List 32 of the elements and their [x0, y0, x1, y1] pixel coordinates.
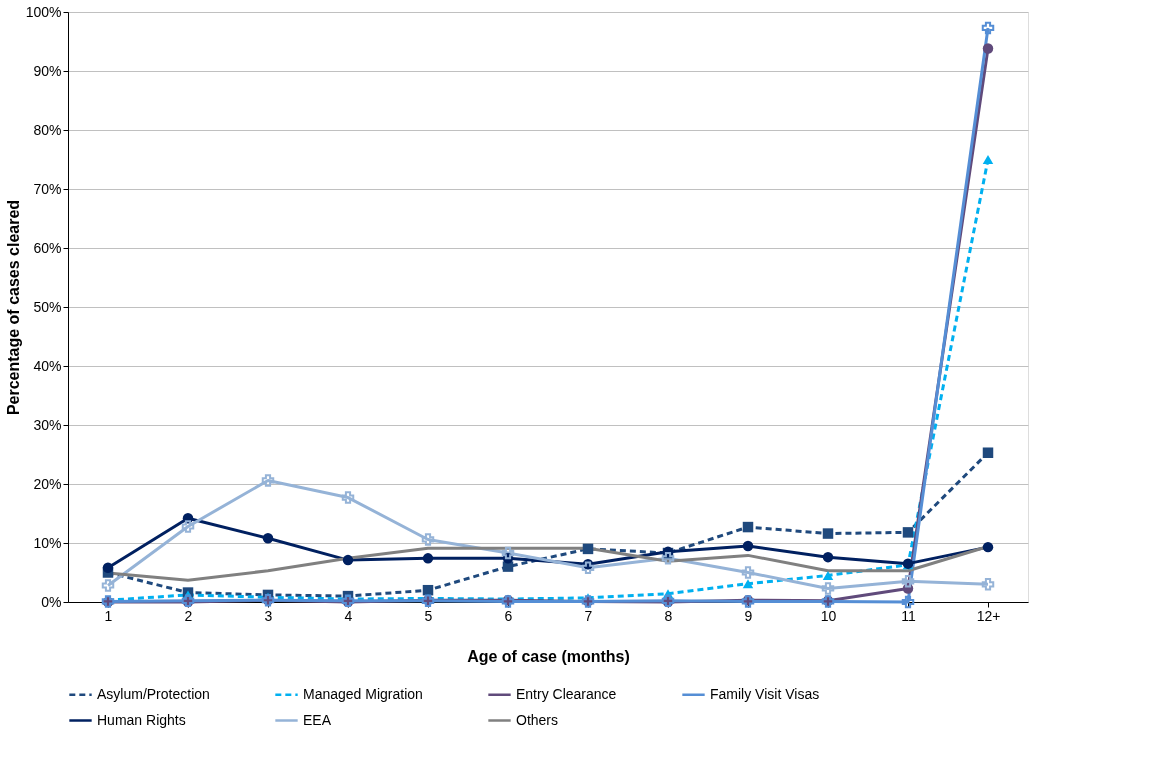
y-axis-title: Percentage of cases cleared — [4, 199, 22, 416]
x-tick-label: 4 — [344, 607, 353, 624]
x-tick-label: 8 — [664, 607, 673, 624]
x-tick-label: 2 — [184, 607, 193, 624]
x-tick-label: 1 — [104, 607, 113, 624]
legend-label: Asylum/Protection — [97, 685, 210, 702]
y-tick-label: 50% — [33, 298, 62, 315]
y-tick-label: 60% — [33, 239, 62, 256]
legend-label: Entry Clearance — [516, 685, 617, 702]
y-tick-label: 80% — [33, 121, 62, 138]
x-tick-label: 11 — [901, 607, 916, 624]
y-tick-label: 20% — [33, 475, 62, 492]
y-tick-label: 10% — [33, 534, 62, 551]
y-tick-label: 70% — [33, 180, 62, 197]
legend-label: EEA — [303, 711, 332, 728]
y-tick-label: 100% — [25, 3, 62, 20]
legend-label: Managed Migration — [303, 685, 423, 702]
x-tick-label: 5 — [424, 607, 433, 624]
legend-label: Family Visit Visas — [710, 685, 820, 702]
x-tick-label: 6 — [504, 607, 513, 624]
x-tick-label: 7 — [584, 607, 593, 624]
legend-label: Human Rights — [97, 711, 186, 728]
x-axis-title: Age of case (months) — [467, 647, 630, 665]
y-tick-label: 30% — [33, 416, 62, 433]
x-tick-label: 3 — [264, 607, 273, 624]
y-tick-label: 90% — [33, 62, 62, 79]
x-tick-label: 12+ — [976, 607, 1001, 624]
x-tick-label: 9 — [744, 607, 753, 624]
y-tick-label: 40% — [33, 357, 62, 374]
x-tick-label: 10 — [820, 607, 837, 624]
legend-label: Others — [516, 711, 559, 728]
y-tick-label: 0% — [41, 593, 62, 610]
